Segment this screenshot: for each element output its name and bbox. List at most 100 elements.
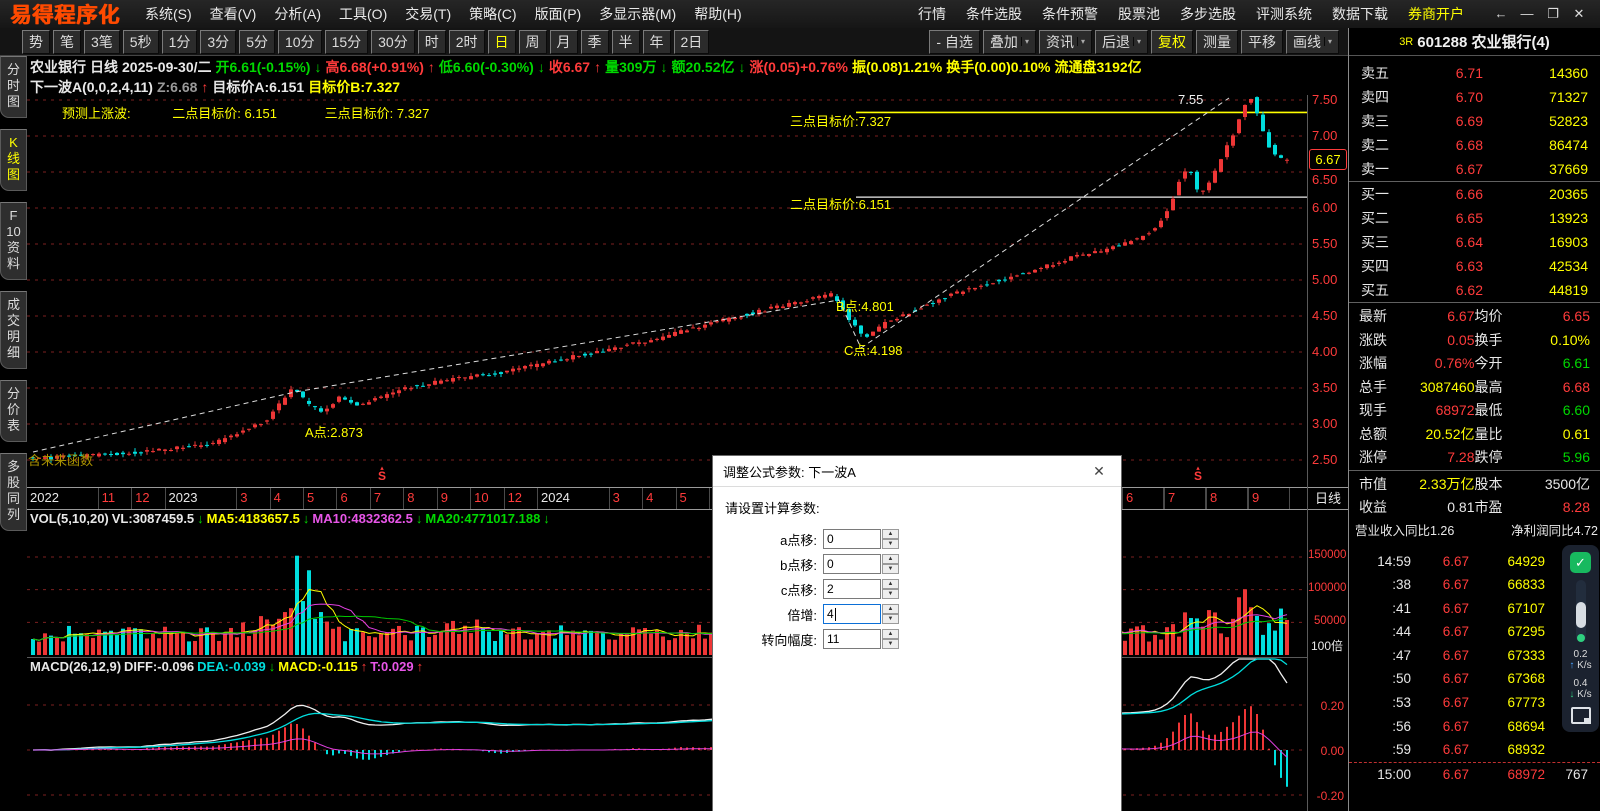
period-button-时[interactable]: 时 xyxy=(417,29,446,54)
dialog-input[interactable]: 2 xyxy=(823,579,881,599)
bid-row[interactable]: 买一 6.66 20365 xyxy=(1349,182,1600,206)
menu-item[interactable]: 帮助(H) xyxy=(694,6,742,22)
menu-item[interactable]: 多显示器(M) xyxy=(599,6,677,22)
spinner-up-icon[interactable]: ▲ xyxy=(882,554,899,564)
dialog-close-button[interactable]: ✕ xyxy=(1093,462,1105,479)
popup-window-icon[interactable] xyxy=(1570,707,1591,724)
macd-label-segment: DEA:-0.039 xyxy=(197,659,266,674)
period-button-笔[interactable]: 笔 xyxy=(53,29,81,54)
spinner-down-icon[interactable]: ▼ xyxy=(882,539,899,549)
spinner-control[interactable]: ▲ ▼ xyxy=(882,604,899,624)
dialog-input[interactable]: 0 xyxy=(823,529,881,549)
menu-item[interactable]: 股票池 xyxy=(1118,6,1160,22)
formula-parameter-dialog: 调整公式参数: 下一波A ✕ 请设置计算参数: a点移: 0 ▲ ▼ b点移: 0 ▲ ▼ c点… xyxy=(712,455,1122,811)
dialog-title-bar[interactable]: 调整公式参数: 下一波A ✕ xyxy=(713,456,1121,487)
spinner-up-icon[interactable]: ▲ xyxy=(882,579,899,589)
spinner-control[interactable]: ▲ ▼ xyxy=(882,629,899,649)
period-button-季[interactable]: 季 xyxy=(580,29,609,54)
dialog-input[interactable]: 4 xyxy=(823,604,881,624)
menu-item[interactable]: 系统(S) xyxy=(145,6,192,22)
period-button-1分[interactable]: 1分 xyxy=(161,29,198,54)
restore-icon[interactable]: ❐ xyxy=(1547,6,1559,21)
tool-button[interactable]: 后退 ▾ xyxy=(1094,29,1148,54)
period-button-半[interactable]: 半 xyxy=(611,29,640,54)
ask-row[interactable]: 卖二 6.68 86474 xyxy=(1349,133,1600,157)
menu-item[interactable]: 版面(P) xyxy=(534,6,582,22)
menu-item[interactable]: 分析(A) xyxy=(274,6,322,22)
period-button-年[interactable]: 年 xyxy=(642,29,671,54)
bid-row[interactable]: 买二 6.65 13923 xyxy=(1349,206,1600,230)
ask-row[interactable]: 卖一 6.67 37669 xyxy=(1349,157,1600,181)
dialog-input[interactable]: 0 xyxy=(823,554,881,574)
spinner-down-icon[interactable]: ▼ xyxy=(882,614,899,624)
mini-scrollbar[interactable] xyxy=(1575,580,1586,642)
sidebar-tab-多股同列[interactable]: 多股同列 xyxy=(0,453,27,531)
period-axis-label[interactable]: 日线 xyxy=(1308,487,1348,510)
menu-item[interactable]: 工具(O) xyxy=(339,6,388,22)
spinner-down-icon[interactable]: ▼ xyxy=(882,589,899,599)
tool-button[interactable]: 平移 xyxy=(1240,29,1283,54)
bid-row[interactable]: 买五 6.62 44819 xyxy=(1349,278,1600,302)
menu-item[interactable]: 多步选股 xyxy=(1180,6,1236,22)
period-button-周[interactable]: 周 xyxy=(518,29,547,54)
sidebar-tab-分时图[interactable]: 分时图 xyxy=(0,56,27,118)
spinner-up-icon[interactable]: ▲ xyxy=(882,529,899,539)
menu-item[interactable]: 评测系统 xyxy=(1256,6,1312,22)
tool-button[interactable]: 复权 xyxy=(1150,29,1193,54)
chevron-down-icon[interactable]: ▾ xyxy=(1076,37,1085,46)
spinner-down-icon[interactable]: ▼ xyxy=(882,564,899,574)
menu-item[interactable]: 数据下载 xyxy=(1332,6,1388,22)
back-icon[interactable]: ← xyxy=(1494,6,1508,21)
scrollbar-thumb[interactable] xyxy=(1575,602,1586,628)
tool-button[interactable]: 画线 ▾ xyxy=(1285,29,1339,54)
ask-row[interactable]: 卖五 6.71 14360 xyxy=(1349,61,1600,85)
spinner-down-icon[interactable]: ▼ xyxy=(882,639,899,649)
chevron-down-icon[interactable]: ▾ xyxy=(1132,37,1141,46)
chevron-down-icon[interactable]: ▾ xyxy=(1020,37,1029,46)
period-button-2日[interactable]: 2日 xyxy=(673,29,710,54)
period-button-5分[interactable]: 5分 xyxy=(239,29,275,54)
menu-item[interactable]: 策略(C) xyxy=(469,6,517,22)
spinner-control[interactable]: ▲ ▼ xyxy=(882,554,899,574)
menu-item[interactable]: 条件选股 xyxy=(966,6,1022,22)
ask-row[interactable]: 卖四 6.70 71327 xyxy=(1349,85,1600,109)
period-button-日[interactable]: 日 xyxy=(487,29,516,54)
sidebar-tab-F10资料[interactable]: F 10 资料 xyxy=(0,202,27,280)
candlestick-chart-area[interactable] xyxy=(27,95,1308,487)
spinner-up-icon[interactable]: ▲ xyxy=(882,629,899,639)
period-button-月[interactable]: 月 xyxy=(549,29,578,54)
sidebar-tab-分价表[interactable]: 分价表 xyxy=(0,380,27,442)
menu-item[interactable]: 条件预警 xyxy=(1042,6,1098,22)
tool-button[interactable]: 测量 xyxy=(1195,29,1238,54)
period-button-15分[interactable]: 15分 xyxy=(324,29,369,54)
menu-item[interactable]: 交易(T) xyxy=(405,6,452,22)
period-button-势[interactable]: 势 xyxy=(22,29,50,54)
tool-button[interactable]: - 自选 xyxy=(929,29,980,54)
stat-row: 现手 68972 最低 6.60 xyxy=(1349,399,1600,423)
ask-row[interactable]: 卖三 6.69 52823 xyxy=(1349,109,1600,133)
bid-row[interactable]: 买三 6.64 16903 xyxy=(1349,230,1600,254)
period-button-3笔[interactable]: 3笔 xyxy=(84,29,120,54)
sidebar-tab-成交明细[interactable]: 成交明细 xyxy=(0,291,27,369)
period-button-3分[interactable]: 3分 xyxy=(200,29,237,54)
period-button-30分[interactable]: 30分 xyxy=(371,29,415,54)
broker-account-link[interactable]: 券商开户 xyxy=(1408,6,1464,22)
security-shield-icon[interactable]: ✓ xyxy=(1570,552,1591,573)
period-button-2时[interactable]: 2时 xyxy=(448,29,485,54)
period-button-10分[interactable]: 10分 xyxy=(277,29,322,54)
minimize-icon[interactable]: — xyxy=(1520,6,1534,21)
chevron-down-icon[interactable]: ▾ xyxy=(1323,37,1332,46)
dialog-input[interactable]: 11 xyxy=(823,629,881,649)
tool-button[interactable]: 叠加 ▾ xyxy=(982,29,1036,54)
tool-button[interactable]: 资讯 ▾ xyxy=(1038,29,1092,54)
spinner-control[interactable]: ▲ ▼ xyxy=(882,579,899,599)
candlestick-chart[interactable] xyxy=(27,95,1308,487)
bid-row[interactable]: 买四 6.63 42534 xyxy=(1349,254,1600,278)
menu-item[interactable]: 行情 xyxy=(918,6,946,22)
menu-item[interactable]: 查看(V) xyxy=(209,6,257,22)
spinner-control[interactable]: ▲ ▼ xyxy=(882,529,899,549)
close-icon[interactable]: ✕ xyxy=(1573,6,1585,21)
spinner-up-icon[interactable]: ▲ xyxy=(882,604,899,614)
period-button-5秒[interactable]: 5秒 xyxy=(122,29,159,54)
